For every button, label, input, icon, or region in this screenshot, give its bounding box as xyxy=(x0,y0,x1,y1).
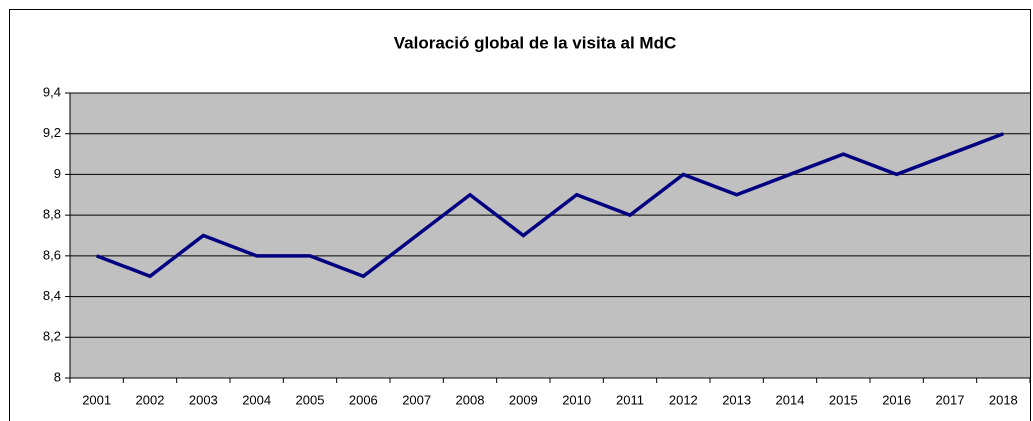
x-tick-label: 2016 xyxy=(882,392,911,407)
x-tick-label: 2011 xyxy=(616,392,644,407)
chart-title: Valoració global de la visita al MdC xyxy=(394,33,676,52)
x-tick-label: 2008 xyxy=(456,392,485,407)
y-tick-label: 9,4 xyxy=(43,84,61,99)
x-tick-label: 2014 xyxy=(776,392,805,407)
y-tick-label: 8,2 xyxy=(43,329,61,344)
x-tick-label: 2010 xyxy=(562,392,591,407)
data-line xyxy=(96,132,1004,279)
y-tick-label: 8,8 xyxy=(43,207,61,222)
y-tick-label: 8,6 xyxy=(43,247,61,262)
x-tick-label: 2017 xyxy=(936,392,965,407)
y-tick-label: 8 xyxy=(54,369,61,384)
x-tick-label: 2001 xyxy=(82,392,111,407)
plot-area xyxy=(70,93,1030,378)
x-tick-label: 2012 xyxy=(669,392,698,407)
x-tick-label: 2009 xyxy=(509,392,538,407)
x-tick-label: 2003 xyxy=(189,392,218,407)
y-tick-label: 9 xyxy=(54,166,61,181)
x-tick-label: 2005 xyxy=(296,392,325,407)
x-tick-label: 2013 xyxy=(722,392,751,407)
x-tick-label: 2004 xyxy=(242,392,271,407)
x-tick-label: 2015 xyxy=(829,392,858,407)
x-tick-label: 2018 xyxy=(989,392,1018,407)
y-tick-label: 9,2 xyxy=(43,125,61,140)
y-tick-label: 8,4 xyxy=(43,288,61,303)
x-tick-label: 2007 xyxy=(402,392,431,407)
x-tick-label: 2002 xyxy=(136,392,165,407)
x-tick-label: 2006 xyxy=(349,392,378,407)
